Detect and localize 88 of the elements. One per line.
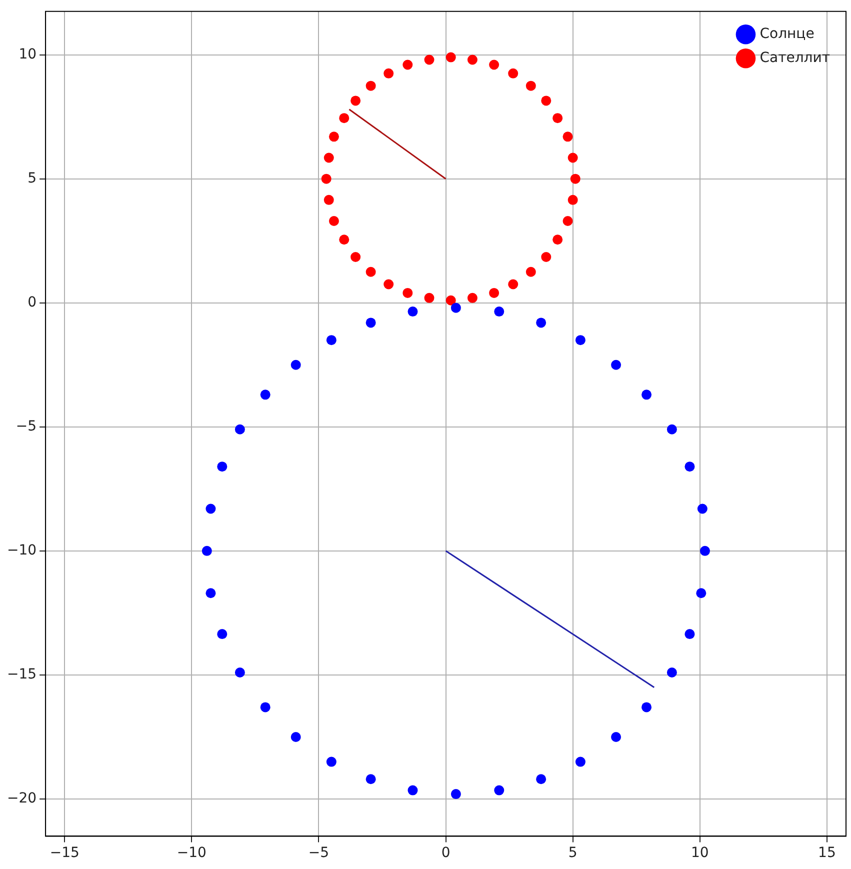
point xyxy=(326,756,336,767)
x-tick-label: 0 xyxy=(441,845,450,862)
y-tick-label: 5 xyxy=(28,170,37,186)
point xyxy=(562,216,573,226)
x-tick-label: 10 xyxy=(690,845,709,862)
y-tick-label: −15 xyxy=(7,666,37,683)
point xyxy=(697,504,708,514)
point xyxy=(642,702,652,712)
x-tick-label: −10 xyxy=(176,845,206,862)
point xyxy=(494,785,504,796)
point xyxy=(260,390,270,400)
point xyxy=(446,52,456,62)
point xyxy=(339,113,350,124)
point xyxy=(366,774,376,784)
point xyxy=(324,152,334,163)
point xyxy=(326,335,336,346)
y-tick-label: −20 xyxy=(7,790,37,807)
point xyxy=(552,113,563,124)
point xyxy=(575,756,586,767)
point xyxy=(450,789,461,800)
point xyxy=(541,96,552,106)
point xyxy=(611,360,622,370)
point xyxy=(467,54,478,65)
point xyxy=(408,306,418,317)
point xyxy=(642,390,652,400)
point xyxy=(489,288,500,298)
x-tick-label: −5 xyxy=(308,845,330,862)
point xyxy=(489,60,500,70)
point xyxy=(408,785,418,796)
point xyxy=(217,462,228,472)
y-tick-label: 0 xyxy=(28,294,37,311)
point xyxy=(541,252,552,262)
point xyxy=(234,667,245,678)
point xyxy=(202,546,212,556)
point xyxy=(526,80,536,91)
point xyxy=(328,132,339,142)
point xyxy=(290,360,301,370)
point xyxy=(450,302,461,313)
point xyxy=(568,152,578,163)
y-tick-label: 10 xyxy=(18,46,37,62)
point xyxy=(234,424,245,434)
point xyxy=(366,318,376,328)
point xyxy=(424,54,434,65)
point xyxy=(508,68,518,78)
point xyxy=(402,288,413,298)
point xyxy=(684,629,695,640)
point xyxy=(328,216,339,226)
point xyxy=(666,424,677,434)
point xyxy=(350,96,361,106)
point xyxy=(321,174,332,184)
y-tick-label: −10 xyxy=(7,542,37,559)
x-tick-label: 15 xyxy=(818,845,836,862)
point xyxy=(446,295,456,306)
point xyxy=(402,60,413,70)
point xyxy=(508,279,518,290)
legend-label: Солнце xyxy=(760,26,814,42)
y-tick-label: −5 xyxy=(16,418,37,435)
point xyxy=(684,462,695,472)
point xyxy=(384,68,394,78)
point xyxy=(696,588,706,598)
point xyxy=(324,194,334,205)
point xyxy=(575,335,586,346)
x-tick-label: −15 xyxy=(50,845,80,862)
legend-label: Сателлит xyxy=(760,50,830,66)
point xyxy=(467,292,478,303)
point xyxy=(260,702,270,712)
point xyxy=(206,504,216,514)
point xyxy=(217,629,228,640)
x-tick-label: 5 xyxy=(568,845,578,862)
point xyxy=(366,266,376,277)
point xyxy=(206,588,216,598)
point xyxy=(700,546,710,556)
point xyxy=(494,306,504,317)
point xyxy=(339,234,350,245)
point xyxy=(611,732,622,742)
point xyxy=(562,132,573,142)
point xyxy=(536,318,546,328)
point xyxy=(568,194,578,205)
point xyxy=(526,266,536,277)
point xyxy=(290,732,301,742)
point xyxy=(536,774,546,784)
point xyxy=(666,667,677,678)
point xyxy=(552,234,563,245)
point xyxy=(424,292,434,303)
point xyxy=(366,80,376,91)
point xyxy=(350,252,361,262)
point xyxy=(570,174,580,184)
point xyxy=(384,279,394,290)
